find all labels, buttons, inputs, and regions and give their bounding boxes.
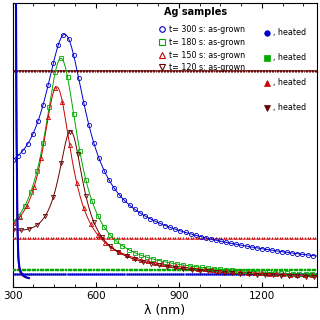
Legend: t= 300 s: as-grown, t= 180 s: as-grown, t= 150 s: as-grown, t= 120 s: as-grown: t= 300 s: as-grown, t= 180 s: as-grown, … [160, 25, 245, 72]
Text: , heated: , heated [273, 78, 306, 87]
Text: Ag samples: Ag samples [164, 7, 227, 17]
X-axis label: λ (nm): λ (nm) [144, 304, 186, 317]
Text: , heated: , heated [273, 53, 306, 62]
Text: , heated: , heated [273, 103, 306, 112]
Text: , heated: , heated [273, 28, 306, 37]
